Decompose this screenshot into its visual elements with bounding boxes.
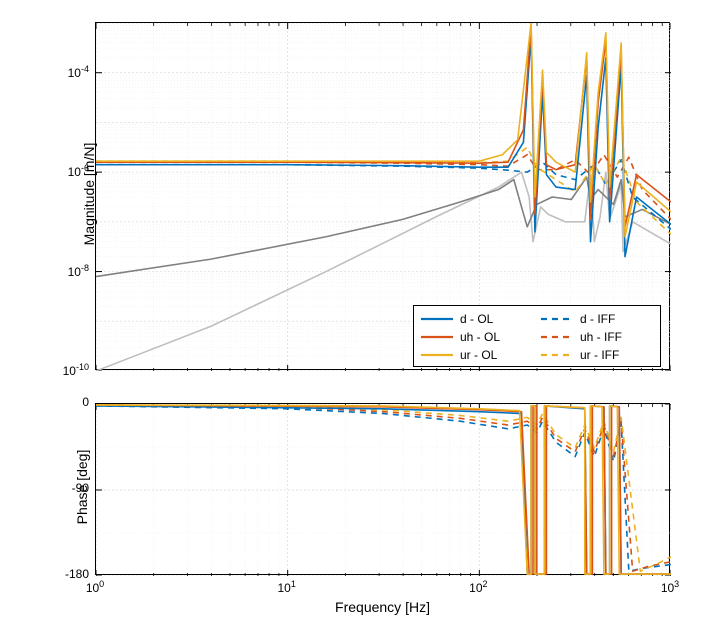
legend-item: ur - IFF <box>540 346 654 364</box>
legend-label: d - IFF <box>580 312 615 326</box>
legend-label: uh - IFF <box>580 330 622 344</box>
legend-item: uh - OL <box>420 328 534 346</box>
legend-item: d - IFF <box>540 310 654 328</box>
xtick-label: 100 <box>75 579 115 595</box>
ytick-label: 10-10 <box>63 362 89 378</box>
bode-figure: Magnitude [m/N] Phase [deg] Frequency [H… <box>0 0 703 625</box>
legend-swatch <box>540 310 574 328</box>
legend-label: ur - OL <box>460 348 497 362</box>
legend-swatch <box>540 328 574 346</box>
ytick-label: 0 <box>82 395 89 409</box>
legend-swatch <box>420 328 454 346</box>
phase-plot <box>96 404 671 576</box>
legend-swatch <box>540 346 574 364</box>
x-axis-label: Frequency [Hz] <box>95 599 670 615</box>
legend-swatch <box>420 346 454 364</box>
xtick-label: 101 <box>267 579 307 595</box>
legend-label: d - OL <box>460 312 493 326</box>
legend-item: ur - OL <box>420 346 534 364</box>
legend-item: d - OL <box>420 310 534 328</box>
ytick-label: 10-6 <box>68 163 89 179</box>
xtick-label: 103 <box>650 579 690 595</box>
y-axis-label-magnitude: Magnitude [m/N] <box>81 124 97 264</box>
legend: d - OL d - IFF uh - OL uh - IFF ur - OL <box>413 305 661 367</box>
ytick-label: 10-4 <box>68 64 89 80</box>
legend-label: ur - IFF <box>580 348 619 362</box>
phase-panel <box>95 403 670 575</box>
ytick-label: 10-8 <box>68 263 89 279</box>
legend-label: uh - OL <box>460 330 500 344</box>
legend-swatch <box>420 310 454 328</box>
legend-item: uh - IFF <box>540 328 654 346</box>
xtick-label: 102 <box>458 579 498 595</box>
ytick-label: -90 <box>72 481 89 495</box>
